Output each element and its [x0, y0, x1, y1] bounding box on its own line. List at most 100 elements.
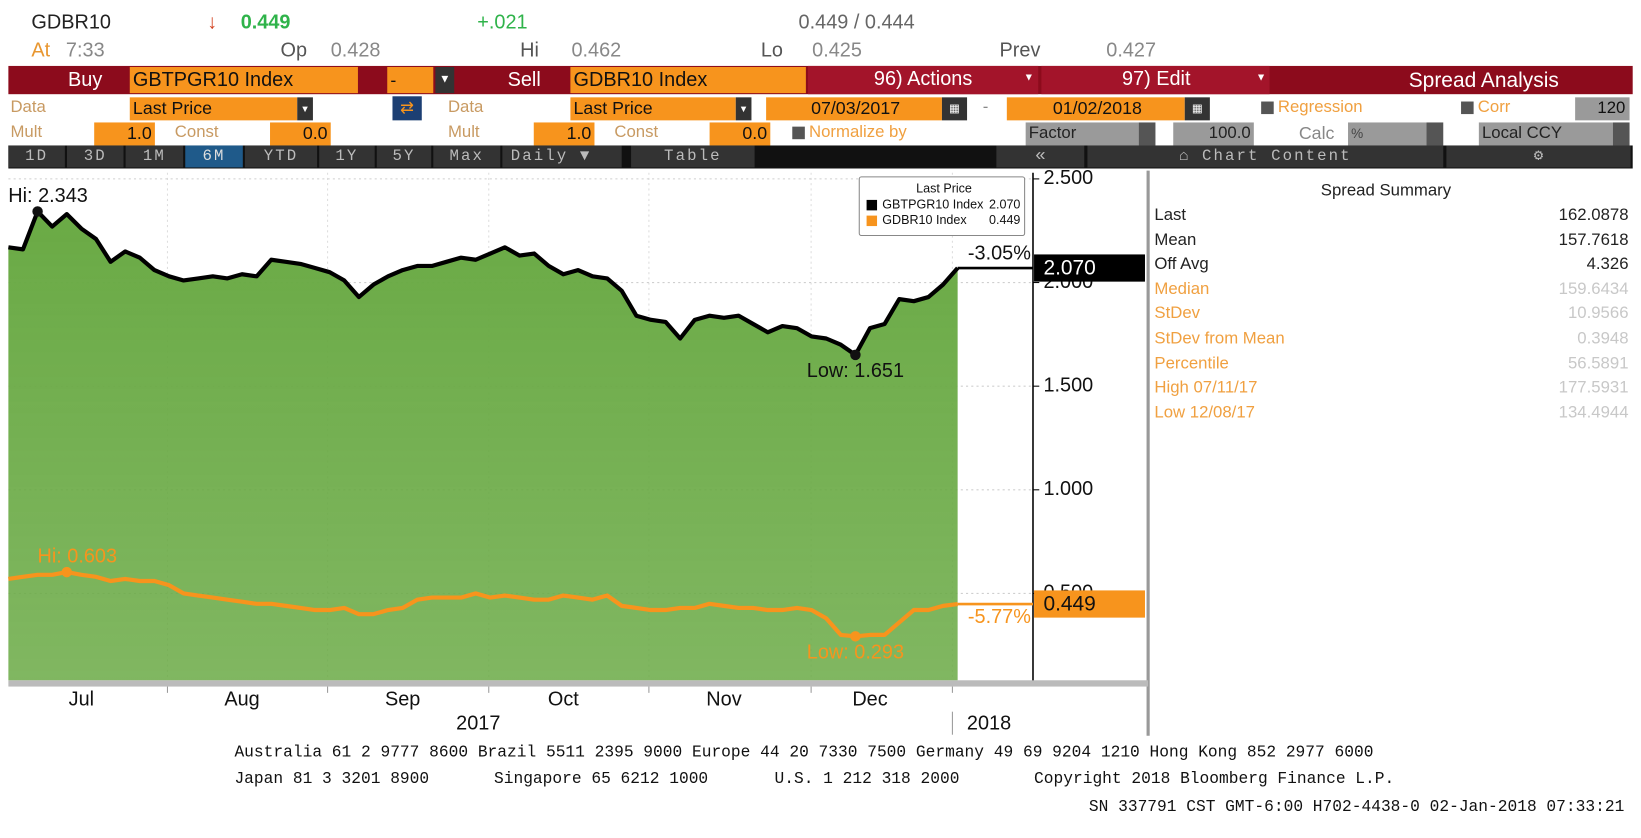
hi-label: Hi: 0.603	[37, 546, 117, 568]
footer-text: Australia 61 2 9777 8600 Brazil 5511 239…	[234, 743, 1374, 762]
summary-value: 4.326	[1586, 255, 1629, 274]
actions-menu[interactable]	[807, 65, 1039, 95]
x-tick-label: Sep	[385, 688, 420, 710]
buy-label: Buy	[68, 69, 103, 92]
hi-marker	[32, 206, 43, 217]
label: Mult	[10, 123, 43, 142]
checkbox[interactable]	[1261, 101, 1274, 115]
calendar-icon[interactable]: ▦	[941, 97, 968, 121]
legend-box	[858, 176, 1026, 237]
period-button[interactable]: 1M	[125, 145, 184, 168]
last-badge-label: 2.070	[1043, 257, 1095, 280]
mult-field[interactable]: 1.0	[533, 122, 595, 146]
value: 7:33	[65, 39, 105, 62]
swap-icon[interactable]: ⇄	[392, 96, 422, 121]
edit-menu[interactable]	[1041, 65, 1270, 95]
security-field[interactable]: GDBR10 Index	[570, 66, 806, 94]
x-tick-label: Aug	[224, 688, 259, 710]
frequency[interactable]: Daily ▼	[502, 145, 622, 168]
checkbox-label: Regression	[1277, 98, 1363, 117]
period-button[interactable]: 1Y	[319, 145, 375, 168]
legend-swatch	[866, 215, 878, 227]
frequency-label: Daily	[510, 147, 569, 166]
summary-value: 177.5931	[1558, 379, 1629, 397]
change-label: -3.05%	[968, 243, 1031, 265]
dropdown-arrow[interactable]: ▼	[735, 97, 752, 121]
chart-content-label: Chart Content	[1202, 147, 1352, 166]
period-button[interactable]: 6M	[185, 145, 243, 168]
corr-field[interactable]: 120	[1575, 97, 1630, 121]
currency-field[interactable]: Local CCY	[1478, 122, 1613, 146]
date-field[interactable]: 01/02/2018	[1006, 97, 1185, 121]
calc-field[interactable]: %	[1348, 122, 1427, 146]
label: Const	[614, 123, 659, 142]
label: Calc	[1298, 123, 1335, 144]
summary-value: 10.9566	[1567, 304, 1629, 323]
period-button[interactable]: 3D	[66, 145, 124, 168]
dropdown[interactable]: -	[387, 66, 434, 94]
value: 0.428	[330, 39, 381, 62]
value: 0.462	[571, 39, 622, 62]
label: Data	[10, 98, 46, 117]
legend-value: 2.070	[989, 197, 1020, 211]
factor-value[interactable]: 100.0	[1173, 122, 1254, 146]
dropdown-arrow[interactable]: ▼	[297, 97, 313, 121]
footer-text: Singapore 65 6212 1000	[493, 769, 709, 789]
factor-field[interactable]: Factor	[1025, 122, 1139, 146]
menu-arrow: ▼	[1255, 72, 1267, 84]
mult-field[interactable]: 1.0	[94, 122, 155, 146]
actions[interactable]: 96) Actions	[873, 68, 973, 91]
low-marker	[850, 631, 861, 642]
label: Prev	[999, 39, 1041, 62]
chart-content-button[interactable]: ⌂ Chart Content	[1087, 145, 1444, 168]
data-field[interactable]: Last Price	[570, 97, 736, 121]
series-line	[8, 570, 958, 639]
summary-value: 157.7618	[1558, 230, 1629, 249]
table-button[interactable]: Table	[631, 145, 755, 168]
checkbox[interactable]	[1461, 101, 1474, 115]
data-field[interactable]: Last Price	[129, 97, 298, 121]
x-tick-label: Nov	[706, 688, 741, 710]
low-marker	[850, 349, 861, 361]
series-line	[8, 209, 960, 357]
period-button[interactable]: 1D	[8, 145, 65, 168]
date-field[interactable]: 07/03/2017	[766, 97, 942, 121]
bid-ask: 0.449 / 0.444	[798, 11, 915, 34]
summary-label: Off Avg	[1154, 255, 1209, 274]
dropdown-arrow[interactable]	[1612, 122, 1630, 146]
menu-arrow: ▼	[1023, 72, 1034, 84]
footer-text: U.S. 1 212 318 2000	[774, 769, 960, 789]
area	[8, 211, 958, 681]
x-tick-label: Oct	[548, 688, 579, 710]
last: 0.449	[240, 11, 291, 34]
checkbox[interactable]	[792, 126, 805, 140]
dropdown-arrow[interactable]: ▼	[435, 66, 455, 94]
calendar-icon[interactable]: ▦	[1184, 97, 1210, 121]
dropdown-arrow[interactable]	[1138, 122, 1156, 146]
period-button[interactable]: YTD	[244, 145, 318, 168]
const-field[interactable]: 0.0	[709, 122, 771, 146]
checkbox-label: Normalize by	[809, 123, 907, 142]
last-badge-label: 0.449	[1043, 593, 1095, 616]
const-field[interactable]: 0.0	[270, 122, 331, 146]
summary-label: Mean	[1154, 230, 1197, 249]
value: 0.427	[1106, 39, 1157, 62]
low-label: Low: 1.651	[807, 360, 904, 382]
last-badge	[1034, 254, 1145, 282]
x-tick-label: Dec	[852, 688, 887, 710]
settings-button[interactable]: ⚙	[1446, 145, 1631, 168]
dropdown-arrow[interactable]	[1426, 122, 1444, 146]
period-button[interactable]: Max	[433, 145, 501, 168]
security-field[interactable]: GBTPGR10 Index	[129, 66, 358, 94]
summary-value: 56.5891	[1567, 354, 1629, 373]
summary-label: Median	[1154, 280, 1210, 299]
summary-label: StDev	[1154, 304, 1201, 323]
collapse-button[interactable]: «	[996, 145, 1085, 168]
change-label: -5.77%	[968, 606, 1031, 628]
edit[interactable]: 97) Edit	[1121, 68, 1191, 91]
period-button[interactable]: 5Y	[376, 145, 432, 168]
summary-value: 162.0878	[1558, 206, 1629, 224]
label: Hi	[520, 39, 539, 62]
